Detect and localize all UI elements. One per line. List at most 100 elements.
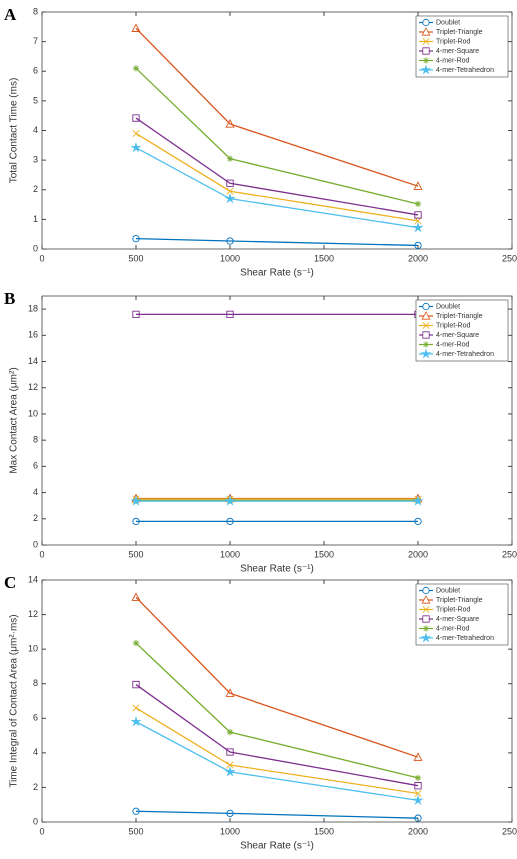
data-point bbox=[226, 517, 234, 525]
panel-label: A bbox=[4, 5, 17, 24]
y-tick-label: 4 bbox=[33, 125, 38, 135]
legend-label: Triplet-Rod bbox=[436, 606, 470, 613]
y-axis-label: Max Contact Area (μm²) bbox=[9, 367, 20, 473]
y-tick-label: 16 bbox=[28, 330, 38, 340]
data-point bbox=[130, 141, 142, 153]
data-point bbox=[414, 774, 422, 782]
series-line bbox=[135, 642, 419, 779]
x-tick-label: 500 bbox=[128, 253, 143, 263]
data-point bbox=[414, 789, 422, 797]
legend-marker bbox=[422, 47, 430, 55]
legend-marker bbox=[420, 64, 432, 75]
plot-frame bbox=[41, 579, 513, 823]
data-point bbox=[414, 517, 422, 525]
data-point bbox=[414, 814, 422, 822]
data-point bbox=[226, 237, 234, 245]
data-point bbox=[226, 761, 234, 769]
legend-box bbox=[415, 15, 509, 78]
data-point bbox=[414, 782, 422, 790]
y-tick-label: 18 bbox=[28, 303, 38, 313]
x-tick-label: 500 bbox=[128, 549, 143, 559]
y-tick-label: 2 bbox=[33, 184, 38, 194]
data-point bbox=[412, 495, 424, 506]
data-point bbox=[130, 715, 142, 727]
legend: Doublet Triplet-Triangle Triplet-Rod 4-mer-… bbox=[415, 15, 509, 78]
x-tick-label: 500 bbox=[128, 826, 143, 836]
x-tick-label: 0 bbox=[39, 826, 44, 836]
y-tick-label: 0 bbox=[33, 816, 38, 826]
data-point bbox=[132, 235, 140, 243]
data-point bbox=[414, 200, 422, 208]
y-tick-label: 0 bbox=[33, 243, 38, 253]
y-tick-label: 1 bbox=[33, 214, 38, 224]
legend-marker bbox=[422, 322, 430, 329]
legend-label: 4-mer-Square bbox=[436, 616, 479, 623]
y-tick-label: 12 bbox=[28, 609, 38, 619]
y-axis-label: Time Integral of Contact Area (μm²·ms) bbox=[9, 614, 20, 787]
legend-marker bbox=[422, 18, 430, 27]
data-point bbox=[414, 241, 422, 250]
x-axis-label: Shear Rate (s⁻¹) bbox=[240, 564, 314, 575]
legend-marker bbox=[421, 27, 431, 36]
data-point bbox=[131, 592, 141, 601]
x-tick-label: 1000 bbox=[220, 253, 240, 263]
legend-label: 4-mer-Rod bbox=[436, 625, 470, 632]
data-point bbox=[413, 181, 423, 190]
series-line bbox=[135, 237, 419, 247]
data-point bbox=[225, 688, 235, 697]
y-tick-label: 6 bbox=[33, 66, 38, 76]
y-tick-label: 8 bbox=[33, 435, 38, 445]
x-tick-label: 1500 bbox=[314, 549, 334, 559]
data-point bbox=[132, 517, 140, 525]
y-tick-label: 6 bbox=[33, 461, 38, 471]
series-line bbox=[135, 596, 419, 758]
data-point bbox=[132, 704, 140, 712]
legend-label: 4-mer-Rod bbox=[436, 341, 470, 348]
series-line bbox=[135, 707, 419, 795]
legend-label: Triplet-Triangle bbox=[436, 29, 483, 36]
legend-label: Triplet-Triangle bbox=[436, 597, 483, 604]
legend: Doublet Triplet-Triangle Triplet-Rod 4-mer-… bbox=[415, 583, 509, 646]
legend-marker bbox=[422, 57, 430, 64]
legend-label: 4-mer-Tetrahedron bbox=[436, 635, 494, 642]
y-tick-label: 4 bbox=[33, 487, 38, 497]
data-point bbox=[131, 23, 141, 32]
data-point bbox=[224, 766, 236, 777]
x-tick-label: 1000 bbox=[220, 549, 240, 559]
y-tick-label: 4 bbox=[33, 747, 38, 757]
legend-marker bbox=[422, 615, 430, 623]
data-point bbox=[132, 807, 140, 815]
y-axis-label: Total Contact Time (ms) bbox=[9, 78, 20, 184]
legend-marker bbox=[421, 595, 431, 604]
panel-label: B bbox=[4, 289, 15, 308]
data-point bbox=[226, 155, 234, 162]
legend: Doublet Triplet-Triangle Triplet-Rod 4-mer-… bbox=[415, 299, 509, 362]
series-line bbox=[135, 684, 419, 787]
data-point bbox=[132, 639, 140, 647]
legend-marker bbox=[421, 311, 431, 320]
y-tick-label: 8 bbox=[33, 678, 38, 688]
data-point bbox=[226, 179, 234, 187]
legend-label: 4-mer-Square bbox=[436, 48, 479, 55]
legend-box bbox=[415, 583, 509, 646]
y-tick-label: 14 bbox=[28, 574, 38, 584]
legend-marker bbox=[422, 341, 430, 348]
data-point bbox=[224, 495, 236, 506]
x-tick-label: 2000 bbox=[408, 549, 428, 559]
legend-box bbox=[415, 299, 509, 362]
data-point bbox=[226, 187, 234, 195]
legend-marker bbox=[422, 625, 430, 632]
y-tick-label: 12 bbox=[28, 382, 38, 392]
data-point bbox=[412, 221, 424, 233]
x-tick-label: 2500 bbox=[502, 549, 517, 559]
y-tick-label: 7 bbox=[33, 36, 38, 46]
data-point bbox=[132, 129, 140, 137]
legend-label: Doublet bbox=[436, 587, 460, 594]
chart-panel: C 0 2 4 6 8 10 12 14 0 500 1000 1500 2000 2500 Shear Ra… bbox=[4, 573, 517, 852]
data-point bbox=[412, 794, 424, 806]
series-line bbox=[135, 810, 419, 819]
legend-marker bbox=[422, 586, 430, 595]
series-line bbox=[135, 67, 419, 205]
data-point bbox=[132, 114, 140, 122]
